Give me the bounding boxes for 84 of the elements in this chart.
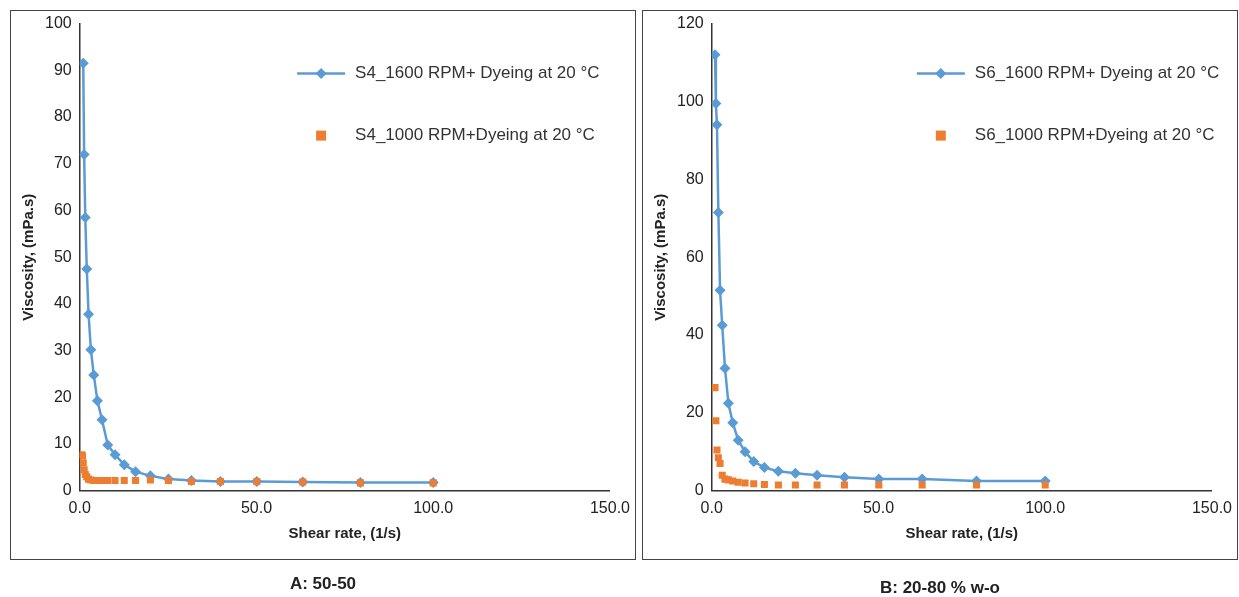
y-tick-label: 20 [53, 387, 72, 405]
point [1041, 481, 1049, 489]
x-tick-label: 100.0 [1025, 498, 1066, 516]
x-tick-label: 0.0 [68, 498, 91, 516]
x-axis-title: Shear rate, (1/s) [905, 524, 1019, 542]
y-tick-label: 50 [53, 247, 72, 265]
y-tick-label: 90 [53, 60, 72, 78]
point [714, 284, 726, 296]
y-tick-label: 80 [685, 169, 704, 187]
point [120, 476, 128, 485]
y-axis-title: Viscosity, (mPa.s) [651, 193, 669, 321]
y-tick-label: 40 [685, 325, 704, 343]
point [713, 446, 721, 454]
point [772, 465, 784, 477]
point [104, 476, 112, 485]
point [774, 481, 782, 489]
y-tick-label: 60 [685, 247, 704, 265]
point [716, 460, 724, 468]
point [748, 456, 760, 468]
point [102, 439, 114, 451]
point [118, 459, 130, 471]
point [719, 362, 731, 374]
point [81, 263, 93, 275]
point [711, 119, 723, 131]
point [734, 478, 742, 486]
x-tick-label: 50.0 [240, 498, 273, 516]
legend-label: S6_1000 RPM+Dyeing at 20 °C [974, 125, 1215, 145]
point [838, 471, 850, 483]
point [972, 481, 981, 489]
y-tick-label: 40 [53, 294, 72, 312]
x-tick-label: 150.0 [589, 498, 631, 516]
point [789, 467, 801, 479]
y-tick-label: 0 [62, 481, 72, 499]
point [79, 459, 87, 467]
y-tick-label: 120 [676, 14, 704, 32]
point [711, 384, 719, 392]
y-axis-title: Viscosity, (mPa.s) [19, 193, 37, 321]
point [96, 414, 108, 426]
legend-label: S4_1600 RPM+ Dyeing at 20 °C [355, 63, 600, 83]
y-tick-label: 100 [676, 91, 704, 109]
point [811, 469, 823, 481]
point [132, 476, 140, 485]
point [739, 446, 751, 458]
point [875, 481, 883, 489]
point [85, 344, 97, 356]
x-tick-label: 150.0 [1191, 498, 1233, 516]
point [727, 417, 739, 429]
point [758, 461, 770, 473]
x-tick-label: 0.0 [700, 498, 723, 516]
y-tick-label: 100 [44, 14, 72, 32]
x-axis-title: Shear rate, (1/s) [288, 524, 402, 542]
legend-label: S4_1000 RPM+Dyeing at 20 °C [355, 125, 595, 145]
y-tick-label: 80 [53, 107, 72, 125]
point [712, 417, 720, 425]
text: B: 20-80 % w-o [879, 578, 1001, 597]
point [79, 57, 89, 69]
y-tick-label: 60 [53, 200, 72, 218]
point [130, 466, 142, 478]
point [109, 449, 121, 461]
point [83, 308, 95, 320]
point [750, 480, 758, 488]
y-tick-label: 0 [694, 481, 704, 499]
point [741, 479, 749, 487]
point [146, 476, 154, 484]
y-tick-label: 10 [53, 434, 72, 452]
legend-label: S6_1600 RPM+ Dyeing at 20 °C [974, 63, 1220, 83]
point [732, 434, 744, 446]
x-tick-label: 100.0 [413, 498, 454, 516]
point [791, 481, 799, 489]
point [918, 481, 926, 489]
point [760, 481, 768, 489]
y-tick-label: 30 [53, 341, 72, 359]
point [840, 481, 848, 489]
point [111, 476, 119, 485]
point [91, 395, 103, 407]
point [716, 319, 728, 331]
x-tick-label: 50.0 [862, 498, 895, 516]
y-tick-label: 20 [685, 403, 704, 421]
point [88, 369, 100, 381]
y-tick-label: 70 [53, 154, 72, 172]
text: A: 50-50 [288, 574, 358, 594]
point [722, 397, 734, 409]
point [712, 206, 724, 218]
point [813, 481, 821, 489]
